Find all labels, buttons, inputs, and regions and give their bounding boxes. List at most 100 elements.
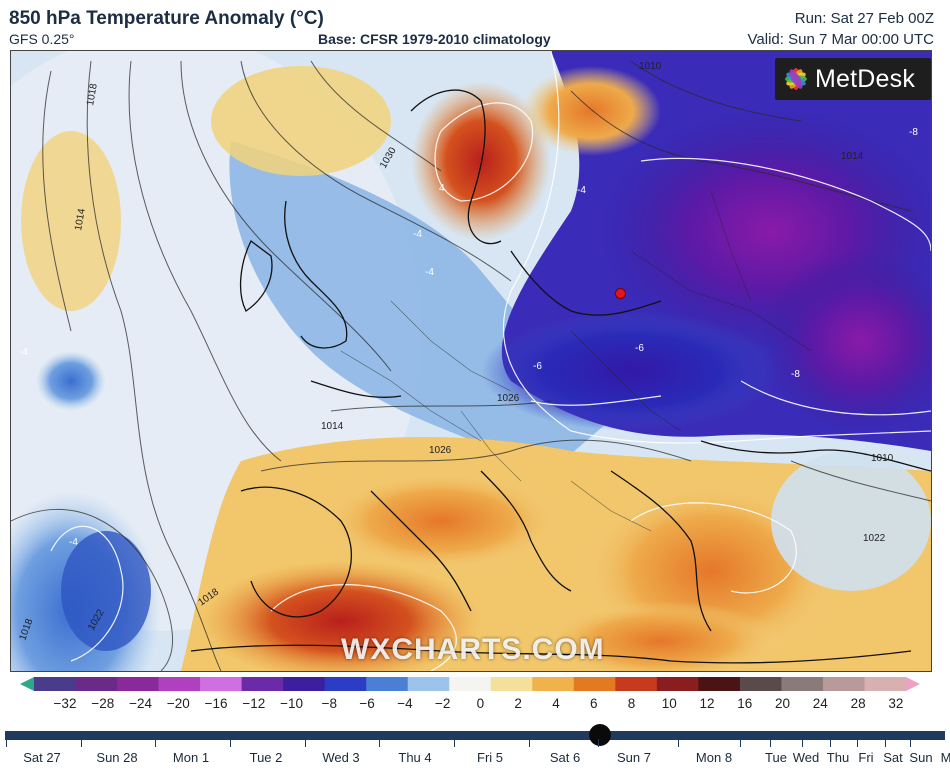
timeline-day-0[interactable]: Sat 27 (23, 750, 61, 765)
anomaly-label: -4 (69, 537, 78, 548)
temperature-anomaly-map[interactable]: 1018 1014 1030 1010 1026 1018 1014 1022 … (10, 50, 932, 672)
scale-tick-label: 12 (699, 696, 715, 711)
scale-tick-label: 24 (812, 696, 828, 711)
timeline-tick (529, 739, 530, 747)
isobar-label: 1026 (429, 445, 452, 456)
timeline-tick (305, 739, 306, 747)
scale-segment (573, 677, 616, 691)
run-time: Run: Sat 27 Feb 00Z (794, 10, 934, 27)
scale-tick-label: −20 (166, 696, 190, 711)
anomaly-label: -8 (909, 127, 918, 138)
timeline-tick (910, 739, 911, 747)
anomaly-label: -6 (635, 343, 644, 354)
scale-segment (656, 677, 699, 691)
scale-segment (698, 677, 741, 691)
scale-segment (324, 677, 367, 691)
scale-segment (158, 677, 201, 691)
timeline-tick (802, 739, 803, 747)
scale-tick-label: 32 (888, 696, 904, 711)
timeline-day-4[interactable]: Wed 3 (322, 750, 360, 765)
scale-segment (407, 677, 450, 691)
anomaly-label: -8 (791, 369, 800, 380)
valid-time: Valid: Sun 7 Mar 00:00 UTC (747, 31, 934, 48)
scale-segment (34, 677, 77, 691)
metdesk-logo-icon (785, 68, 807, 90)
scale-segment (283, 677, 326, 691)
timeline-tick (885, 739, 886, 747)
isobar-label: 1010 (639, 61, 662, 72)
scale-tick-label: 0 (476, 696, 485, 711)
scale-segment (822, 677, 865, 691)
scale-tick-label: 6 (589, 696, 598, 711)
scale-segment (532, 677, 575, 691)
timeline-day-14[interactable]: Sat (883, 750, 903, 765)
scale-tick-label: 10 (661, 696, 677, 711)
isobar-label: 1018 (85, 82, 100, 106)
scale-segment (117, 677, 160, 691)
scale-segment (615, 677, 658, 691)
timeline-tick (830, 739, 831, 747)
timeline-tick (598, 739, 599, 747)
color-scale-ticks: −32 −28 −24 −20 −16 −12 −10 −8 −6 −4 −2 0 2 4 6 8 10 12 16… (20, 696, 920, 712)
climatology-base: Base: CFSR 1979-2010 climatology (318, 31, 551, 47)
timeline-track[interactable] (5, 731, 945, 740)
scale-tick-label: 28 (850, 696, 866, 711)
map-title: 850 hPa Temperature Anomaly (°C) (9, 8, 324, 29)
scale-tick-label: −10 (280, 696, 304, 711)
timeline-day-8[interactable]: Sun 7 (617, 750, 651, 765)
isobar-label: 1022 (863, 533, 886, 544)
anomaly-label: -4 (19, 347, 28, 358)
anomaly-label: 4 (439, 183, 445, 194)
scale-segment (864, 677, 907, 691)
timeline-tick (155, 739, 156, 747)
scale-arrow-high (906, 677, 920, 691)
timeline-tick (230, 739, 231, 747)
timeline-tick (454, 739, 455, 747)
scale-segment (449, 677, 492, 691)
scale-segment (490, 677, 533, 691)
timeline-day-7[interactable]: Sat 6 (549, 750, 581, 765)
scale-tick-label: 2 (514, 696, 522, 711)
timeline-tick (6, 739, 7, 747)
timeline-day-16[interactable]: M (940, 750, 950, 765)
location-marker[interactable] (615, 288, 626, 299)
scale-segment (241, 677, 284, 691)
timeline-tick (857, 739, 858, 747)
scale-tick-label: −24 (129, 696, 152, 711)
scale-tick-label: 20 (775, 696, 791, 711)
scale-arrow-low (20, 677, 34, 691)
timeline-day-11[interactable]: Wed (792, 750, 820, 765)
scale-tick-label: −12 (242, 696, 266, 711)
timeline-tick (770, 739, 771, 747)
scale-tick-label: −28 (91, 696, 115, 711)
anomaly-label: -4 (425, 267, 434, 278)
timeline-day-3[interactable]: Tue 2 (249, 750, 283, 765)
isobar-label: 1014 (321, 421, 344, 432)
timeline-day-5[interactable]: Thu 4 (398, 750, 432, 765)
timeline-day-15[interactable]: Sun (909, 750, 933, 765)
timeline-day-2[interactable]: Mon 1 (172, 750, 210, 765)
isobar-label: 1026 (497, 393, 520, 404)
timeline-tick (740, 739, 741, 747)
timeline-day-1[interactable]: Sun 28 (96, 750, 138, 765)
scale-tick-label: −2 (434, 696, 451, 711)
model-label: GFS 0.25° (9, 31, 75, 47)
scale-tick-label: −6 (359, 696, 375, 711)
isobar-label: 1014 (841, 151, 864, 162)
timeline-day-9[interactable]: Mon 8 (695, 750, 733, 765)
scale-tick-label: 8 (627, 696, 636, 711)
scale-segment (75, 677, 118, 691)
timeline-day-12[interactable]: Thu (826, 750, 850, 765)
scale-tick-label: 16 (737, 696, 753, 711)
timeline-day-6[interactable]: Fri 5 (477, 750, 503, 765)
timeline-tick (678, 739, 679, 747)
scale-segment (366, 677, 409, 691)
scale-segment (739, 677, 782, 691)
timeline-day-13[interactable]: Fri (858, 750, 874, 765)
color-scale-bar (20, 677, 920, 691)
anomaly-label: -6 (533, 361, 542, 372)
scale-tick-label: −8 (321, 696, 338, 711)
scale-tick-label: −16 (204, 696, 228, 711)
timeline-slider-handle[interactable] (589, 724, 611, 746)
timeline-day-10[interactable]: Tue (765, 750, 787, 765)
